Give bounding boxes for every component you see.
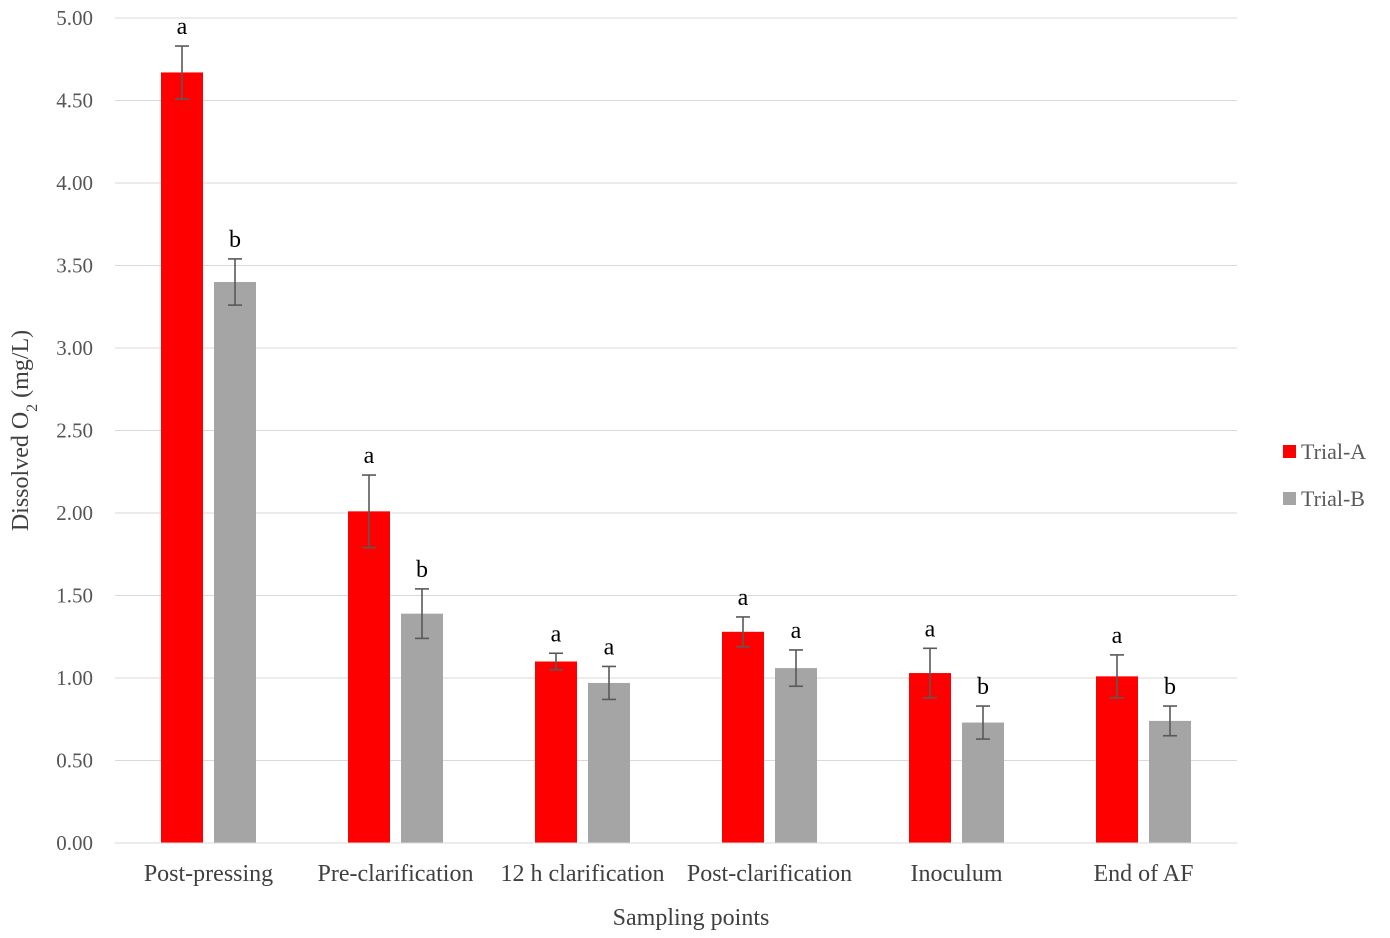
bar-trial-a — [535, 661, 577, 843]
legend-swatch-trial-b — [1283, 492, 1296, 505]
legend-label-trial-a: Trial-A — [1301, 439, 1366, 464]
bar-trial-b — [962, 722, 1004, 843]
grid-lines — [115, 17, 1237, 761]
y-axis-title-unit: (mg/L) — [8, 330, 34, 404]
y-tick-label: 4.50 — [56, 89, 93, 113]
y-tick-label: 3.50 — [56, 254, 93, 278]
y-axis-title-main: Dissolved O — [8, 412, 34, 531]
significance-label: a — [791, 618, 802, 644]
x-axis-title: Sampling points — [613, 905, 770, 931]
y-tick-label: 1.00 — [56, 666, 93, 690]
x-category-label: Post-pressing — [144, 861, 273, 887]
legend: Trial-A Trial-B — [1283, 439, 1366, 511]
significance-label: b — [416, 557, 428, 583]
bar-trial-b — [401, 613, 443, 843]
bar-trial-a — [1096, 676, 1138, 843]
bar-trial-b — [1149, 720, 1191, 843]
x-category-label: Post-clarification — [687, 861, 852, 887]
x-category-label: 12 h clarification — [501, 861, 665, 887]
bar-trial-b — [588, 682, 630, 843]
error-bars — [175, 45, 1177, 740]
significance-label: a — [177, 14, 188, 40]
y-tick-label: 5.00 — [56, 6, 93, 30]
x-category-label: End of AF — [1093, 861, 1193, 887]
bars — [161, 72, 1191, 843]
bar-trial-a — [722, 631, 764, 843]
bar-trial-a — [348, 511, 390, 843]
significance-label: b — [977, 674, 989, 700]
y-tick-label: 2.50 — [56, 419, 93, 443]
bar-trial-a — [909, 673, 951, 843]
x-category-label: Pre-clarification — [318, 861, 474, 887]
significance-label: a — [925, 616, 936, 642]
significance-label: a — [738, 585, 749, 611]
y-tick-label: 0.00 — [56, 831, 93, 855]
y-tick-label: 3.00 — [56, 336, 93, 360]
bar-trial-a — [161, 72, 203, 843]
y-axis-ticks: 0.00 0.50 1.00 1.50 2.00 2.50 3.00 3.50 4.00 4.50… — [56, 6, 93, 855]
significance-labels: a b a b a a a a a b a b — [177, 14, 1176, 700]
legend-label-trial-b: Trial-B — [1301, 486, 1365, 511]
legend-swatch-trial-a — [1283, 445, 1296, 458]
significance-label: a — [604, 634, 615, 660]
significance-label: a — [364, 443, 375, 469]
significance-label: b — [1164, 674, 1176, 700]
x-category-label: Inoculum — [911, 861, 1003, 887]
y-tick-label: 0.50 — [56, 749, 93, 773]
significance-label: a — [1112, 623, 1123, 649]
y-tick-label: 2.00 — [56, 501, 93, 525]
significance-label: a — [551, 621, 562, 647]
y-axis-title: Dissolved O2 (mg/L) — [8, 330, 41, 531]
y-axis-title-subscript: 2 — [24, 404, 41, 412]
y-tick-label: 4.00 — [56, 171, 93, 195]
bar-trial-b — [775, 668, 817, 843]
significance-label: b — [229, 227, 241, 253]
bar-trial-b — [214, 282, 256, 843]
y-tick-label: 1.50 — [56, 584, 93, 608]
x-axis-categories: Post-pressing Pre-clarification 12 h clari… — [144, 861, 1194, 887]
